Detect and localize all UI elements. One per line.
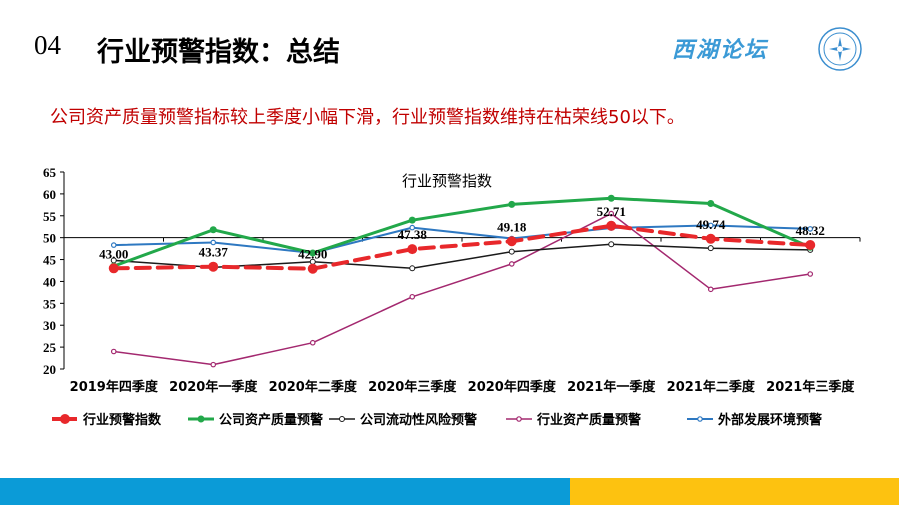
point-company-asset (209, 226, 217, 234)
x-tick-label: 2021年三季度 (766, 379, 855, 395)
x-tick-label: 2020年四季度 (468, 379, 557, 395)
series-line-company-asset (112, 196, 812, 268)
legend-label-industry-index: 行业预警指数 (82, 412, 162, 428)
y-tick-label: 35 (43, 296, 57, 311)
point-company-asset (707, 200, 715, 208)
y-tick-label: 30 (43, 318, 56, 333)
x-tick-label: 2021年一季度 (567, 379, 656, 395)
point-industry-index (208, 261, 219, 272)
data-label: 48.32 (796, 223, 825, 238)
x-tick-label: 2019年四季度 (70, 379, 159, 395)
x-tick-label: 2021年二季度 (667, 379, 756, 395)
slide-title: 行业预警指数：总结 (97, 37, 340, 68)
y-tick-label: 50 (43, 231, 56, 246)
legend-marker (197, 415, 205, 423)
legend-label-company-liquidity: 公司流动性风险预警 (360, 412, 477, 428)
legend-label-industry-asset: 行业资产质量预警 (536, 412, 641, 428)
data-label: 42.90 (298, 247, 327, 262)
point-company-asset (607, 194, 615, 202)
bottom-bar-blue (0, 478, 570, 505)
y-tick-label: 25 (43, 340, 57, 355)
series-line-industry-asset (113, 212, 812, 366)
data-label: 47.38 (398, 227, 428, 242)
point-industry-asset (409, 293, 416, 300)
point-industry-index (606, 220, 617, 231)
point-company-liquidity (508, 248, 515, 255)
point-external-env (210, 239, 217, 246)
point-industry-index (307, 263, 318, 274)
point-company-asset (309, 249, 317, 257)
legend-marker (60, 414, 70, 424)
point-company-liquidity (608, 241, 615, 248)
y-tick-label: 40 (43, 274, 56, 289)
point-external-env (707, 222, 714, 229)
line-chart: 行业预警指数 20 25 30 35 40 45 50 55 60 65 2019年四季度 2020年一… (43, 165, 861, 428)
point-external-env (807, 226, 814, 232)
series-line-external-env (112, 224, 812, 254)
point-external-env (409, 224, 416, 231)
point-industry-index (805, 240, 816, 251)
legend-label-company-asset: 公司资产质量预警 (219, 412, 323, 428)
point-industry-asset (608, 210, 615, 217)
x-tick-label: 2020年三季度 (368, 379, 457, 395)
x-tick-label: 2020年二季度 (269, 379, 358, 395)
logo-text: 西湖论坛 (672, 37, 769, 63)
point-industry-index (506, 236, 517, 247)
point-company-liquidity (707, 245, 714, 252)
point-industry-asset (807, 271, 814, 277)
point-industry-index (407, 244, 418, 255)
legend-marker (516, 416, 522, 422)
data-label: 43.37 (199, 245, 229, 260)
point-industry-asset (110, 348, 117, 355)
data-label: 43.00 (99, 246, 128, 261)
chart-title: 行业预警指数 (402, 172, 492, 190)
point-company-asset (408, 216, 416, 224)
data-label: 49.74 (696, 217, 726, 232)
point-industry-asset (210, 361, 217, 368)
y-tick-label: 60 (43, 187, 56, 202)
legend-label-external-env: 外部发展环境预警 (717, 412, 822, 428)
legend-marker (339, 416, 345, 422)
y-tick-label: 20 (43, 362, 56, 377)
series-line-industry-index (111, 223, 813, 271)
slide-number: 04 (34, 30, 61, 60)
point-industry-asset (309, 339, 316, 346)
y-tick-label: 45 (43, 253, 57, 268)
y-tick-label: 65 (43, 165, 57, 180)
point-industry-index (705, 233, 716, 244)
bottom-bar-yellow (570, 478, 899, 505)
x-tick-label: 2020年一季度 (169, 379, 258, 395)
y-tick-label: 55 (43, 209, 57, 224)
emblem-icon (818, 27, 862, 71)
point-industry-index (108, 263, 119, 274)
point-industry-asset (508, 261, 515, 267)
point-company-asset (508, 200, 516, 208)
data-label: 49.18 (497, 219, 527, 234)
summary-text: 公司资产质量预警指标较上季度小幅下滑，行业预警指数维持在枯荣线50以下。 (50, 107, 685, 128)
point-industry-asset (707, 286, 714, 293)
point-external-env (110, 242, 117, 248)
legend-marker (697, 416, 703, 422)
point-company-liquidity (409, 265, 416, 272)
data-label: 52.71 (597, 204, 626, 219)
